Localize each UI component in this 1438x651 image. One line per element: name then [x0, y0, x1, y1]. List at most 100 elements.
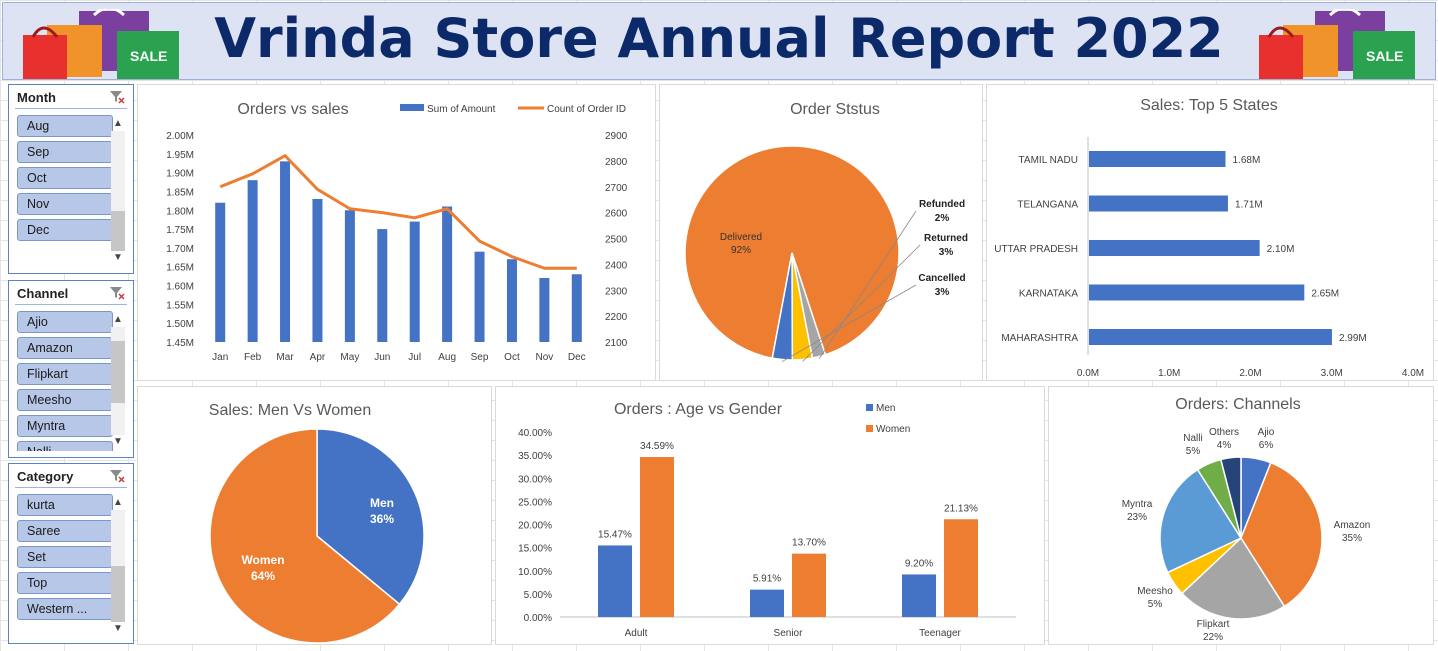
category-slicer: Category kurta Saree Set Top Western ...…	[8, 463, 134, 644]
data-label-women-name: Women	[241, 553, 284, 567]
y-tick-label: 20.00%	[518, 521, 552, 532]
x-tick-label-jan: Jan	[212, 352, 228, 363]
clear-filter-icon[interactable]	[109, 90, 125, 104]
data-label-tamil-nadu: 1.68M	[1233, 155, 1261, 166]
y-tick-label: 15.00%	[518, 544, 552, 555]
data-label-men-name: Men	[370, 496, 394, 510]
orders-vs-sales-chart: Orders vs sales Sum of Amount Count of Ord…	[166, 101, 628, 363]
slicer-item-flipkart[interactable]: Flipkart	[17, 363, 113, 385]
bag-sale-text-right: SALE	[1366, 48, 1403, 64]
bar-women-adult	[640, 457, 674, 617]
slicer-item-myntra[interactable]: Myntra	[17, 415, 113, 437]
channel-slicer: Channel Ajio Amazon Flipkart Meesho Mynt…	[8, 280, 134, 458]
y-left-tick-label: 1.45M	[166, 338, 194, 349]
bar-sum-of-amount-nov	[539, 278, 550, 342]
channels-slice-others	[1219, 456, 1242, 539]
data-label-nalli-name: Nalli	[1183, 433, 1202, 444]
slicer-item-nalli[interactable]: Nalli	[17, 441, 113, 451]
data-label-flipkart-pct: 22%	[1203, 632, 1223, 643]
y-right-tick-label: 2600	[605, 209, 628, 220]
order-status-card: Order Ststus Delivered 92% Refunded 2% Return…	[659, 84, 983, 381]
x-tick-label-nov: Nov	[535, 352, 553, 363]
slicer-item-nov[interactable]: Nov	[17, 193, 113, 215]
chevron-up-icon[interactable]: ▲	[113, 118, 123, 129]
slicer-item-western[interactable]: Western ...	[17, 598, 113, 620]
page-title: Vrinda Store Annual Report 2022	[214, 7, 1224, 70]
legend-label-sum-of-amount: Sum of Amount	[427, 104, 496, 115]
slicer-item-amazon[interactable]: Amazon	[17, 337, 113, 359]
slicer-item-sep[interactable]: Sep	[17, 141, 113, 163]
bar-sum-of-amount-mar	[280, 161, 291, 342]
data-label-men-senior: 5.91%	[753, 574, 781, 585]
chevron-down-icon[interactable]: ▼	[113, 436, 123, 447]
data-label-refunded-name: Refunded	[919, 199, 965, 210]
age-vs-gender-chart: Orders : Age vs Gender Men Women 40.00% 35.0…	[518, 401, 1016, 639]
y-tick-label-uttar-pradesh: UTTAR PRADESH	[994, 244, 1078, 255]
chevron-up-icon[interactable]: ▲	[113, 497, 123, 508]
clear-filter-icon[interactable]	[109, 469, 125, 483]
chart-title: Sales: Top 5 States	[1140, 97, 1278, 114]
x-tick-label-apr: Apr	[310, 352, 326, 363]
chevron-down-icon[interactable]: ▼	[113, 252, 123, 263]
channels-card: Orders: Channels Ajio 6% Amazon 35% Flipkart 2…	[1048, 386, 1434, 645]
clear-filter-icon[interactable]	[109, 286, 125, 300]
slicer-scrollbar[interactable]: ▲ ▼	[111, 496, 125, 636]
bar-men-adult	[598, 545, 632, 617]
y-tick-label: 35.00%	[518, 451, 552, 462]
chart-title: Orders : Age vs Gender	[614, 401, 783, 418]
data-label-refunded-pct: 2%	[935, 213, 950, 224]
order-status-chart: Order Ststus Delivered 92% Refunded 2% Return…	[684, 101, 968, 362]
slicer-item-list: kurta Saree Set Top Western ...	[17, 494, 113, 634]
slicer-title: Month	[17, 90, 56, 105]
data-label-delivered-name: Delivered	[720, 232, 762, 243]
y-right-tick-label: 2500	[605, 235, 628, 246]
slicer-item-ajio[interactable]: Ajio	[17, 311, 113, 333]
report-banner: SALE Vrinda Store Annual Report 2022 SAL…	[2, 2, 1436, 80]
bar-tamil-nadu	[1089, 151, 1226, 167]
data-label-ajio-pct: 6%	[1259, 440, 1274, 451]
bar-karnataka	[1089, 284, 1305, 301]
bar-sum-of-amount-feb	[247, 180, 258, 342]
data-label-women-teenager: 21.13%	[944, 503, 978, 514]
y-right-tick-label: 2100	[605, 338, 628, 349]
y-tick-label: 5.00%	[524, 590, 552, 601]
legend-swatch-women	[866, 425, 873, 432]
data-label-meesho-pct: 5%	[1148, 599, 1163, 610]
slicer-item-saree[interactable]: Saree	[17, 520, 113, 542]
men-vs-women-chart: Sales: Men Vs Women Men 36% Women 64%	[209, 402, 425, 644]
slicer-item-list: Ajio Amazon Flipkart Meesho Myntra Nalli	[17, 311, 113, 451]
slicer-scrollbar[interactable]: ▲ ▼	[111, 117, 125, 265]
chevron-down-icon[interactable]: ▼	[113, 623, 123, 634]
slicer-item-oct[interactable]: Oct	[17, 167, 113, 189]
y-left-tick-label: 1.75M	[166, 225, 194, 236]
chart-title: Orders vs sales	[237, 101, 348, 118]
chevron-up-icon[interactable]: ▲	[113, 314, 123, 325]
bar-women-senior	[792, 553, 826, 617]
y-left-tick-label: 1.70M	[166, 244, 194, 255]
data-label-myntra-name: Myntra	[1122, 499, 1153, 510]
slicer-item-set[interactable]: Set	[17, 546, 113, 568]
chart-title: Orders: Channels	[1175, 396, 1300, 413]
x-tick-label-oct: Oct	[504, 352, 520, 363]
x-tick-label-mar: Mar	[276, 352, 294, 363]
slicer-item-meesho[interactable]: Meesho	[17, 389, 113, 411]
y-tick-label: 25.00%	[518, 497, 552, 508]
slicer-item-top[interactable]: Top	[17, 572, 113, 594]
slicer-scrollbar[interactable]: ▲ ▼	[111, 313, 125, 449]
slicer-header: Category	[15, 464, 127, 488]
data-label-uttar-pradesh: 2.10M	[1267, 244, 1295, 255]
x-tick-label-jun: Jun	[374, 352, 390, 363]
orders-vs-sales-card: Orders vs sales Sum of Amount Count of Ord…	[137, 84, 656, 381]
y-left-tick-label: 1.90M	[166, 169, 194, 180]
slicer-title: Category	[17, 469, 74, 484]
bar-men-teenager	[902, 574, 936, 617]
top-states-chart: Sales: Top 5 States 0.0M 1.0M 2.0M 3.0M 4.0M T…	[994, 97, 1424, 379]
y-tick-label: 40.00%	[518, 428, 552, 439]
y-tick-label-maharashtra: MAHARASHTRA	[1001, 333, 1078, 344]
slicer-item-aug[interactable]: Aug	[17, 115, 113, 137]
y-tick-label-tamil-nadu: TAMIL NADU	[1019, 155, 1078, 166]
slicer-item-dec[interactable]: Dec	[17, 219, 113, 241]
leader-line-cancelled	[781, 284, 917, 362]
slicer-item-kurta[interactable]: kurta	[17, 494, 113, 516]
data-label-men-adult: 15.47%	[598, 529, 632, 540]
